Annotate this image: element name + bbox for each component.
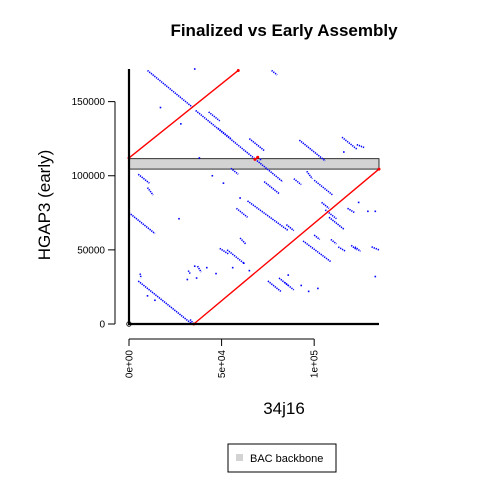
y-axis: 0 50000 100000 150000 [72, 97, 116, 331]
alignment-segment [313, 179, 334, 196]
alignment-segment [284, 281, 295, 291]
alignment-segment [337, 246, 347, 253]
alignment-segment [354, 246, 361, 252]
alignment-point [243, 262, 245, 265]
alignment-segment [321, 201, 330, 209]
y-tick-label: 50000 [77, 245, 105, 256]
alignment-point [343, 151, 345, 153]
alignment-segment [341, 136, 358, 150]
legend-label-bac-backbone: BAC backbone [250, 453, 323, 465]
y-tick-label: 0 [99, 320, 105, 331]
alignment-point [154, 299, 156, 302]
legend: BAC backbone [227, 443, 337, 473]
alignment-segment [226, 249, 245, 264]
alignment-segment [230, 167, 239, 175]
alignment-segment [302, 240, 332, 263]
alignment-segment [208, 111, 221, 122]
alignment-segment [248, 138, 265, 152]
alignment-segment [128, 212, 156, 235]
alignment-point [307, 290, 310, 293]
alignment-segment [285, 224, 295, 232]
alignment-segment [267, 280, 282, 293]
alignment-segment [247, 200, 289, 232]
y-tick-label: 150000 [72, 97, 106, 108]
alignment-point [357, 201, 360, 204]
alignment-segment [139, 273, 142, 279]
alignment-segment [350, 244, 358, 251]
alignment-segment [330, 238, 337, 245]
alignment-point [374, 210, 377, 213]
alignment-segment [328, 216, 345, 230]
alignment-point [180, 123, 182, 125]
alignment-segment [196, 265, 202, 273]
red-line-end [236, 68, 240, 72]
alignment-point [205, 266, 208, 269]
alignment-point [248, 269, 251, 272]
chart-title: Finalized vs Early Assembly [170, 21, 398, 40]
alignment-point [231, 266, 234, 269]
x-tick-label: 5e+04 [217, 350, 228, 379]
alignment-segment [219, 247, 230, 255]
alignment-point [186, 278, 189, 281]
alignment-point [317, 287, 319, 290]
alignment-point [367, 210, 369, 213]
alignment-segment [298, 139, 326, 162]
alignment-segment [371, 246, 380, 251]
alignment-point [198, 157, 201, 159]
alignment-segment [306, 170, 313, 180]
legend-box [227, 443, 337, 473]
x-axis-title: 34j16 [263, 399, 305, 418]
alignment-segment [347, 207, 356, 214]
alignment-segment [356, 143, 365, 149]
x-tick-label: 1e+05 [310, 350, 321, 379]
alignment-point [239, 197, 241, 199]
plot-area [126, 68, 381, 327]
red-line [128, 69, 239, 159]
alignment-point [178, 217, 180, 220]
x-tick-label: 0e+00 [125, 350, 136, 379]
alignment-point [195, 277, 198, 279]
legend-swatch-bac-backbone [236, 454, 243, 461]
alignment-segment [137, 173, 150, 184]
alignment-point [211, 174, 214, 177]
x-axis: 0e+00 5e+04 1e+05 [125, 338, 321, 379]
alignment-segment [195, 109, 284, 183]
y-axis-title: HGAP3 (early) [35, 150, 54, 261]
alignment-segment [235, 207, 249, 218]
alignment-segment [217, 127, 232, 140]
alignment-point [259, 158, 262, 161]
red-line [193, 168, 380, 325]
alignment-segment [313, 234, 321, 241]
alignment-point [374, 275, 377, 278]
red-line-end [377, 167, 381, 171]
red-line-end [253, 157, 257, 161]
alignment-point [300, 284, 303, 287]
alignment-segment [146, 187, 154, 196]
alignment-segment [293, 178, 302, 186]
alignment-point [146, 295, 149, 297]
alignment-point [193, 68, 196, 70]
alignment-point [159, 106, 162, 109]
alignment-segment [324, 209, 337, 220]
alignment-point [287, 274, 290, 276]
red-line-end [256, 155, 260, 159]
alignment-segment [239, 237, 247, 245]
alignment-segment [187, 270, 191, 275]
alignment-segment [271, 69, 278, 76]
alignment-point [193, 265, 196, 267]
y-tick-label: 100000 [72, 171, 106, 182]
alignment-point [222, 182, 225, 184]
alignment-point [215, 272, 217, 275]
alignment-segment [263, 181, 280, 195]
alignment-segment [137, 280, 193, 325]
alignment-segment [147, 69, 194, 109]
